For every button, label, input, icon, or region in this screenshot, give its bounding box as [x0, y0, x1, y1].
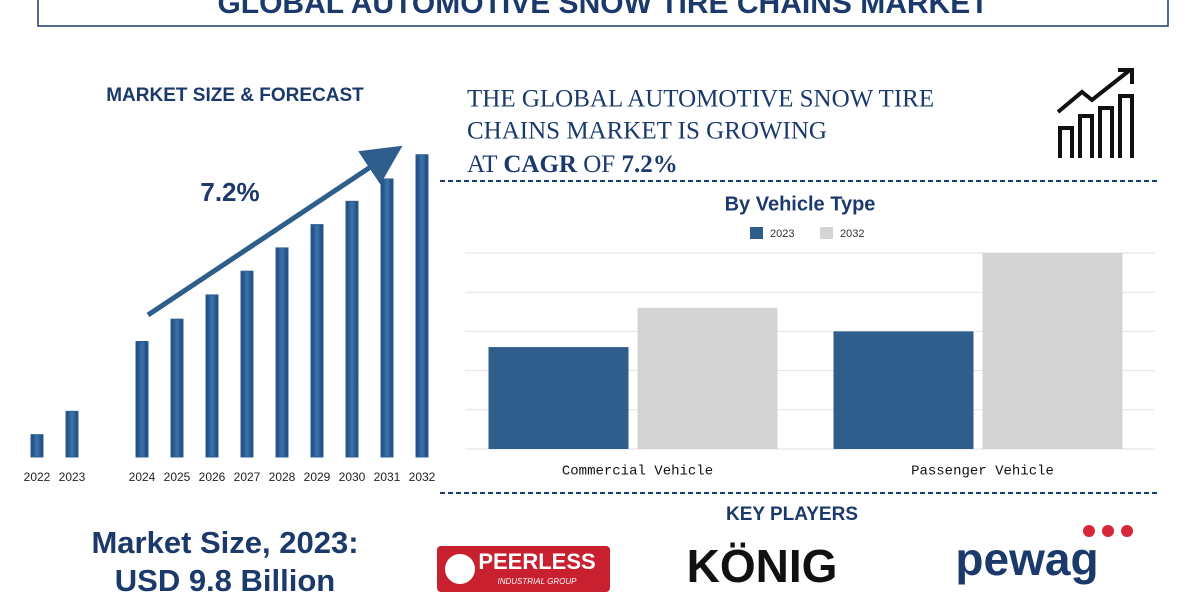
- growth-icon: [1056, 68, 1134, 158]
- bar: [275, 247, 289, 458]
- bar: [65, 410, 79, 458]
- x-tick-label: 2030: [339, 470, 366, 484]
- legend-swatch: [820, 227, 833, 239]
- pewag-dot: [1102, 525, 1114, 537]
- logo-text: PEERLESS: [478, 549, 595, 574]
- logo-text: KÖNIG: [687, 540, 838, 592]
- cagr-annotation: 7.2%: [200, 177, 259, 207]
- vehicle-chart-title: By Vehicle Type: [725, 193, 876, 215]
- header-title: GLOBAL AUTOMOTIVE SNOW TIRE CHAINS MARKE…: [217, 0, 988, 20]
- pewag-dot: [1121, 525, 1133, 537]
- legend-label: 2032: [840, 228, 864, 240]
- x-tick-label: 2024: [129, 470, 156, 484]
- bar: [310, 224, 324, 458]
- bar: [135, 341, 149, 458]
- headline-rate: 7.2%: [621, 151, 677, 178]
- bar: [345, 200, 359, 458]
- x-tick-label: 2029: [304, 470, 331, 484]
- headline-line: CHAINS MARKET IS GROWING: [467, 118, 827, 145]
- x-tick-label: Passenger Vehicle: [911, 464, 1054, 480]
- bar: [380, 178, 394, 458]
- bar: [637, 307, 778, 449]
- headline-prefix: AT: [467, 151, 497, 178]
- legend-label: 2023: [770, 228, 794, 240]
- legend-swatch: [750, 227, 763, 239]
- headline-line: THE GLOBAL AUTOMOTIVE SNOW TIRE: [467, 86, 934, 113]
- headline-line: AT CAGR OF 7.2%: [467, 151, 678, 178]
- x-tick-label: 2027: [234, 470, 261, 484]
- x-tick-label: 2025: [164, 470, 191, 484]
- x-tick-label: 2032: [409, 470, 436, 484]
- x-tick-label: 2022: [24, 470, 51, 484]
- pewag-dot: [1083, 525, 1095, 537]
- bar: [833, 331, 974, 449]
- x-tick-label: 2028: [269, 470, 296, 484]
- growth-arrow: [146, 145, 403, 318]
- bar: [982, 253, 1123, 449]
- logo-text: INDUSTRIAL GROUP: [498, 577, 578, 586]
- bar: [488, 347, 629, 449]
- logo-text: pewag: [955, 533, 1098, 585]
- market-size-label: Market Size, 2023:: [91, 525, 358, 560]
- headline-middle: OF: [583, 151, 615, 178]
- bar: [240, 270, 254, 458]
- x-tick-label: Commercial Vehicle: [562, 464, 713, 480]
- peerless-mark: [445, 554, 475, 584]
- x-tick-label: 2026: [199, 470, 226, 484]
- market-size-value: USD 9.8 Billion: [115, 563, 335, 598]
- bar: [30, 434, 44, 458]
- bar: [205, 294, 219, 458]
- x-tick-label: 2031: [374, 470, 401, 484]
- header-box: [37, 0, 1169, 27]
- headline-emphasis: CAGR: [503, 151, 578, 178]
- bar: [170, 318, 184, 458]
- bar: [415, 154, 429, 458]
- x-tick-label: 2023: [59, 470, 86, 484]
- key-players-title: KEY PLAYERS: [726, 504, 858, 525]
- forecast-title: MARKET SIZE & FORECAST: [106, 85, 364, 106]
- peerless-logo: [437, 546, 610, 592]
